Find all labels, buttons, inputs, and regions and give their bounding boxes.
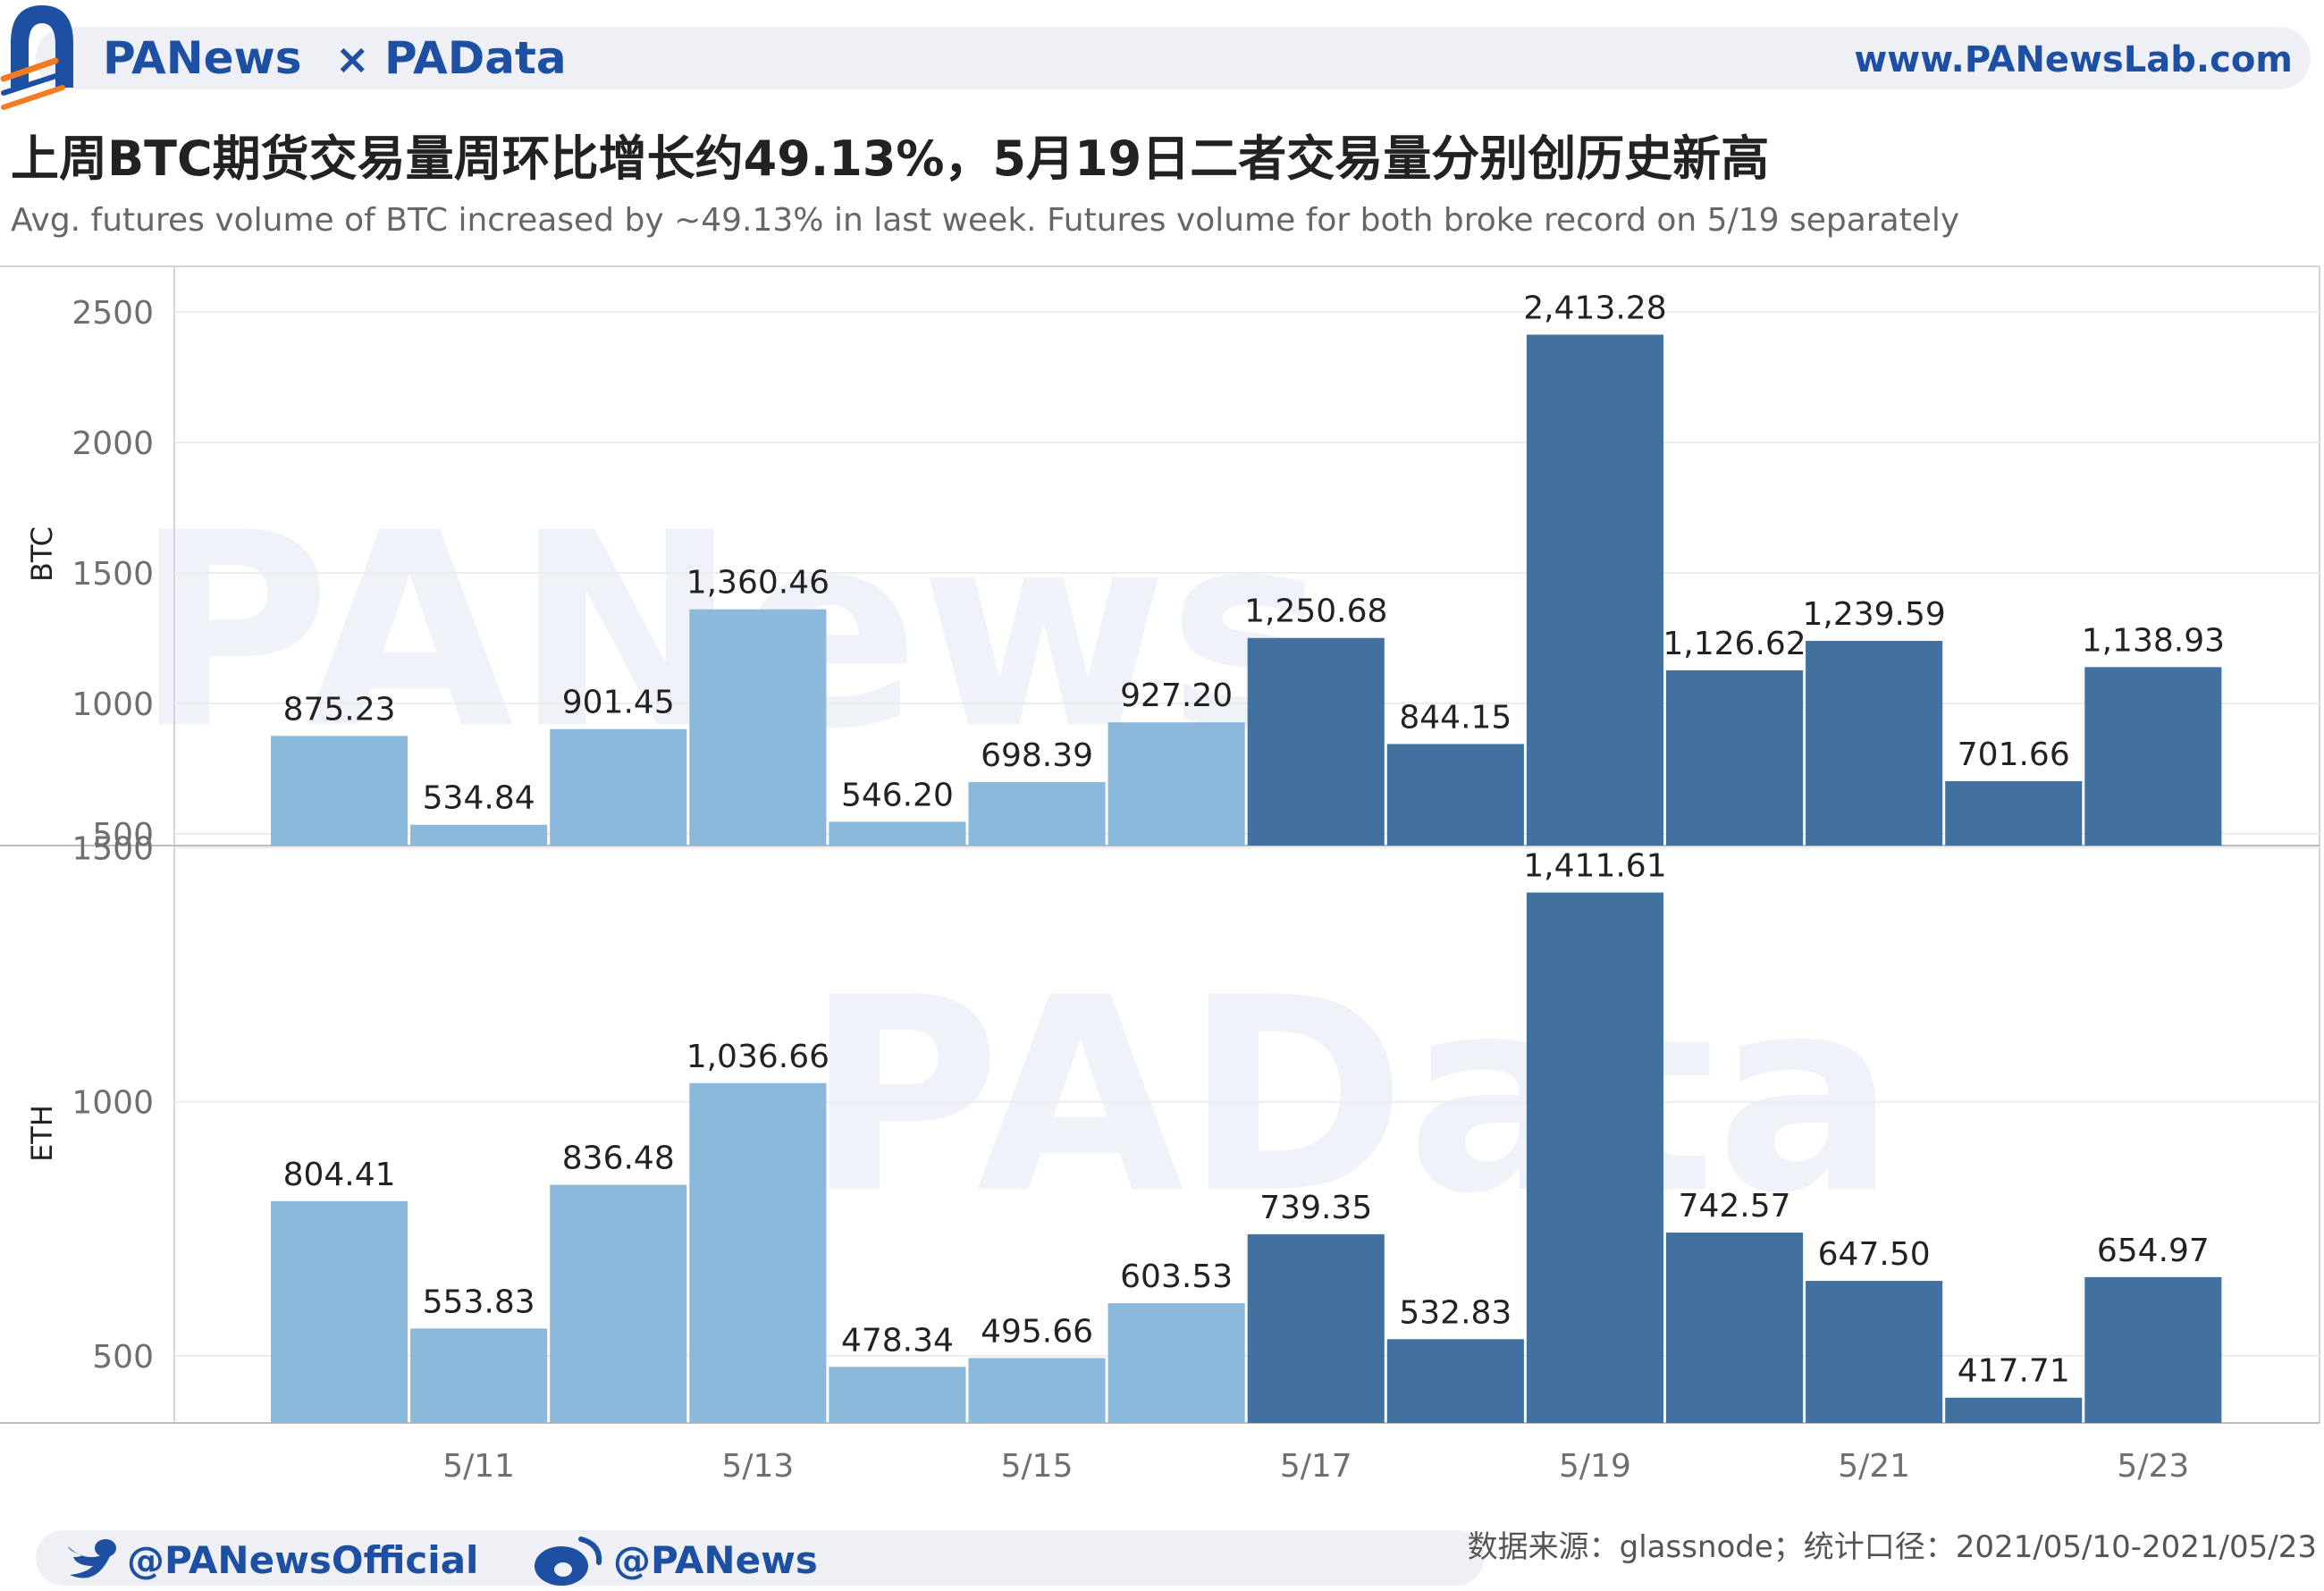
y-tick-label: 1000 bbox=[72, 686, 154, 723]
bar-eth-5-19 bbox=[1526, 892, 1663, 1423]
data-label: 742.57 bbox=[1679, 1188, 1791, 1225]
data-label: 495.66 bbox=[981, 1313, 1093, 1350]
bar-eth-5-15 bbox=[968, 1358, 1106, 1423]
bar-btc-5-21 bbox=[1806, 640, 1943, 846]
data-labels: 875.23 534.84 901.45 1,360.46 546.20 698.39 92… bbox=[283, 290, 2225, 1389]
data-label: 844.15 bbox=[1399, 699, 1511, 736]
data-label: 927.20 bbox=[1120, 678, 1233, 714]
data-label: 534.84 bbox=[423, 780, 535, 817]
data-label: 804.41 bbox=[283, 1157, 396, 1193]
data-label: 701.66 bbox=[1958, 737, 2070, 773]
data-label: 1,036.66 bbox=[686, 1039, 829, 1075]
x-tick-label: 5/11 bbox=[442, 1448, 515, 1485]
header-band bbox=[36, 27, 2311, 89]
data-label: 654.97 bbox=[2097, 1233, 2210, 1269]
x-tick-labels: 5/11 5/13 5/15 5/17 5/19 5/21 5/23 bbox=[442, 1448, 2189, 1485]
bar-btc-5-10 bbox=[271, 736, 408, 846]
bar-eth-5-14 bbox=[829, 1367, 966, 1423]
bar-eth-5-12 bbox=[550, 1184, 687, 1423]
data-label: 2,413.28 bbox=[1523, 290, 1666, 326]
brand-padata: PAData bbox=[384, 32, 567, 84]
data-label: 603.53 bbox=[1120, 1258, 1233, 1295]
brand-panews: PANews bbox=[103, 32, 301, 84]
bar-eth-5-17 bbox=[1247, 1233, 1385, 1423]
data-label: 417.71 bbox=[1958, 1353, 2070, 1390]
x-tick-label: 5/13 bbox=[721, 1448, 794, 1485]
y-tick-label: 2000 bbox=[72, 425, 154, 462]
y-axis-label-eth: ETH bbox=[25, 1105, 59, 1162]
bars bbox=[271, 334, 2222, 1423]
y-tick-label: 500 bbox=[92, 1339, 154, 1376]
data-label: 1,250.68 bbox=[1244, 593, 1387, 630]
watermark-padata: PAData bbox=[804, 940, 1897, 1252]
y-tick-label: 1000 bbox=[72, 1085, 154, 1122]
twitter-handle[interactable]: @PANewsOfficial bbox=[127, 1538, 478, 1582]
y-tick-label: 500 bbox=[92, 817, 154, 854]
footer-band bbox=[36, 1530, 1484, 1586]
data-label: 647.50 bbox=[1818, 1236, 1931, 1273]
weibo-icon bbox=[535, 1536, 602, 1586]
x-tick-label: 5/21 bbox=[1838, 1448, 1910, 1485]
header-url[interactable]: www.PANewsLab.com bbox=[1854, 39, 2293, 80]
bar-btc-5-17 bbox=[1247, 637, 1385, 846]
bar-eth-5-10 bbox=[271, 1200, 408, 1423]
data-label: 698.39 bbox=[981, 737, 1093, 774]
data-label: 553.83 bbox=[423, 1284, 535, 1320]
bar-eth-5-11 bbox=[410, 1328, 548, 1423]
bar-btc-5-19 bbox=[1526, 334, 1663, 846]
y-tick-label: 2500 bbox=[72, 295, 154, 332]
bar-eth-5-21 bbox=[1806, 1281, 1943, 1423]
bar-eth-5-13 bbox=[689, 1082, 827, 1423]
data-source-note: 数据来源：glassnode；统计口径：2021/05/10-2021/05/2… bbox=[1468, 1529, 2317, 1565]
chart-title: 上周BTC期货交易量周环比增长约49.13%，5月19日二者交易量分别创历史新高 bbox=[11, 130, 1769, 187]
x-tick-label: 5/17 bbox=[1280, 1448, 1352, 1485]
bar-eth-5-16 bbox=[1107, 1303, 1245, 1423]
bar-eth-5-22 bbox=[1945, 1397, 2083, 1423]
bar-btc-5-23 bbox=[2084, 667, 2222, 846]
brand-separator: × bbox=[335, 35, 370, 83]
data-label: 478.34 bbox=[841, 1322, 954, 1359]
data-label: 546.20 bbox=[841, 777, 954, 813]
data-label: 532.83 bbox=[1399, 1294, 1511, 1331]
bar-btc-5-18 bbox=[1386, 744, 1524, 846]
y-tick-label: 1500 bbox=[72, 830, 154, 867]
y-axis-label-btc: BTC bbox=[25, 526, 59, 582]
data-label: 1,126.62 bbox=[1663, 626, 1806, 662]
data-label: 875.23 bbox=[283, 691, 396, 728]
weibo-handle[interactable]: @PANews bbox=[613, 1538, 818, 1582]
y-tick-label: 1500 bbox=[72, 556, 154, 593]
bar-btc-5-15 bbox=[968, 781, 1106, 846]
bar-eth-5-18 bbox=[1386, 1339, 1524, 1423]
x-tick-label: 5/23 bbox=[2117, 1448, 2189, 1485]
data-label: 901.45 bbox=[562, 685, 675, 721]
data-label: 1,411.61 bbox=[1523, 848, 1666, 885]
bar-btc-5-11 bbox=[410, 824, 548, 846]
bar-btc-5-14 bbox=[829, 821, 966, 846]
data-label: 1,138.93 bbox=[2082, 622, 2225, 659]
twitter-bird-icon bbox=[68, 1539, 116, 1578]
bar-btc-5-20 bbox=[1666, 669, 1804, 846]
data-label: 1,360.46 bbox=[686, 565, 829, 602]
x-tick-label: 5/15 bbox=[1001, 1448, 1074, 1485]
bar-eth-5-20 bbox=[1666, 1232, 1804, 1423]
chart-subtitle: Avg. futures volume of BTC increased by … bbox=[11, 202, 1959, 239]
bar-btc-5-12 bbox=[550, 728, 687, 846]
y-tick-labels: 500 1000 1500 2000 2500 500 1000 1500 bbox=[72, 295, 154, 1376]
bar-eth-5-23 bbox=[2084, 1276, 2222, 1423]
bar-btc-5-16 bbox=[1107, 722, 1245, 846]
bar-btc-5-22 bbox=[1945, 781, 2083, 846]
data-label: 1,239.59 bbox=[1802, 596, 1945, 633]
panews-logo-icon bbox=[0, 5, 73, 110]
bar-btc-5-13 bbox=[689, 609, 827, 846]
data-label: 739.35 bbox=[1259, 1190, 1372, 1226]
x-tick-label: 5/19 bbox=[1559, 1448, 1631, 1485]
data-label: 836.48 bbox=[562, 1141, 675, 1177]
